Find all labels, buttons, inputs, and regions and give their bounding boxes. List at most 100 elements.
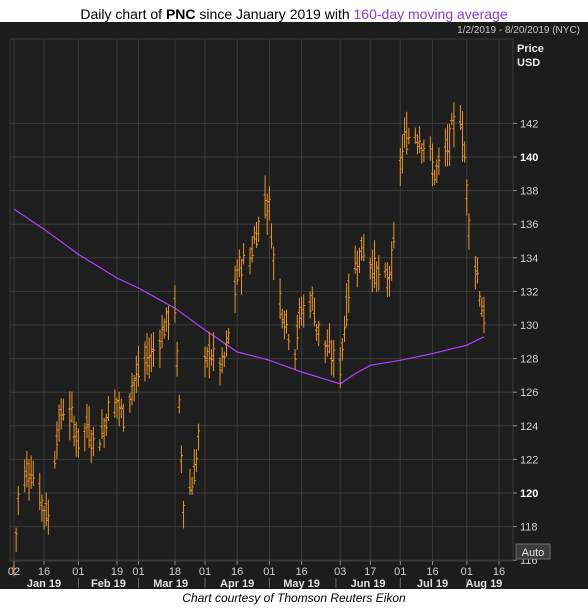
ohlc-bar [473,255,477,290]
ohlc-bar [375,261,379,293]
ohlc-bar [398,147,402,187]
ohlc-bar [162,318,166,339]
ohlc-bar [23,459,27,493]
y-tick-label: 130 [520,320,538,332]
ohlc-bar [115,397,119,419]
ohlc-bar [332,340,336,378]
y-tick-label: 120 [520,488,538,500]
ohlc-bar [407,127,411,145]
ohlc-bar [160,314,164,348]
price-chart-svg[interactable]: 1161181201221241261281301321341361381401… [0,22,588,589]
ohlc-bar [437,147,441,175]
y-axis: 1161181201221241261281301321341361381401… [513,118,538,567]
ohlc-bar [400,134,404,174]
ohlc-bar [113,389,117,418]
ohlc-bar [358,247,362,274]
ohlc-bar [415,134,419,155]
title-middle: since January 2019 with [195,6,354,22]
plot-area[interactable] [9,38,514,562]
ohlc-bar [293,349,297,370]
ohlc-bar [422,139,426,162]
ohlc-bar [136,346,140,387]
ohlc-bar [29,455,33,489]
ohlc-bar [121,403,125,432]
y-tick-label: 142 [520,118,538,130]
ohlc-bar [164,307,168,332]
ohlc-bar [190,476,194,496]
ohlc-bar [353,245,357,274]
ohlc-bar [70,391,74,424]
ohlc-bar [224,330,228,357]
ohlc-bar [197,423,201,451]
ohlc-bar [482,296,486,334]
y-tick-label: 138 [520,186,538,198]
ohlc-bar [257,216,261,243]
auto-scale-button[interactable] [515,543,551,560]
ohlc-bar [74,421,78,457]
chart-credit: Chart courtesy of Thomson Reuters Eikon [182,591,406,605]
ohlc-bar [390,241,394,281]
ohlc-bar [323,340,327,364]
x-day-label: 16 [493,566,505,578]
ohlc-bar [255,221,258,248]
ohlc-bar [315,324,319,342]
title-prefix: Daily chart of [80,6,166,22]
ohlc-bar [368,257,372,280]
ohlc-bar [98,439,102,451]
ohlc-bar [248,247,252,275]
ohlc-bar [458,104,462,131]
x-month-label: May 19 [283,578,320,589]
price-bars-layer [12,102,486,577]
grid-lines [10,39,513,561]
ohlc-bar [287,333,291,351]
ohlc-bar [209,349,213,366]
ohlc-bar [461,110,465,162]
ohlc-bar [91,426,95,457]
ohlc-bar [132,374,136,402]
ohlc-bar [282,310,286,340]
x-day-label: 16 [231,566,243,578]
ohlc-bar [194,449,198,472]
ohlc-bar [433,169,437,186]
ohlc-bar [14,527,18,552]
ohlc-bar [179,445,183,473]
ohlc-bar [61,398,65,421]
ohlc-bar [312,297,316,327]
ohlc-bar [38,472,42,511]
y-tick-label: 136 [520,219,538,231]
ohlc-bar [218,357,222,386]
ohlc-bar [143,341,147,382]
ohlc-bar [308,291,312,319]
ohlc-bar [100,408,104,440]
ohlc-bar [145,333,149,375]
ohlc-bar [347,273,351,314]
ohlc-bar [450,112,454,125]
ohlc-bar [83,423,87,452]
x-day-label: 01 [263,566,275,578]
ohlc-bar [68,391,72,441]
x-day-label: 16 [295,566,307,578]
ohlc-bar [452,102,456,148]
date-range-label: 1/2/2019 - 8/20/2019 (NYC) [457,25,580,36]
ohlc-bar [342,315,346,343]
ohlc-bar [175,341,179,377]
ohlc-bar [413,127,417,144]
chart-panel[interactable]: 116 118 120 122 124 126 128 130 132 134 136 138 140 1… [0,22,588,589]
moving-average-line [13,208,485,385]
ohlc-bar [119,398,123,418]
x-day-label: 16 [426,566,438,578]
ohlc-bar [327,323,331,354]
ohlc-bar [117,391,121,427]
ohlc-bar [272,246,276,281]
x-day-label: 01 [72,566,84,578]
y-tick-label: 118 [520,522,538,534]
x-day-label: 03 [334,566,346,578]
ohlc-bar [237,249,241,278]
ohlc-bar [338,347,342,389]
auto-scale-label: Auto [522,547,545,559]
ohlc-bar [25,450,29,488]
ohlc-bar [360,236,364,261]
ohlc-bar [27,459,31,501]
ohlc-bar [478,290,482,307]
y-tick-label: 128 [520,354,538,366]
